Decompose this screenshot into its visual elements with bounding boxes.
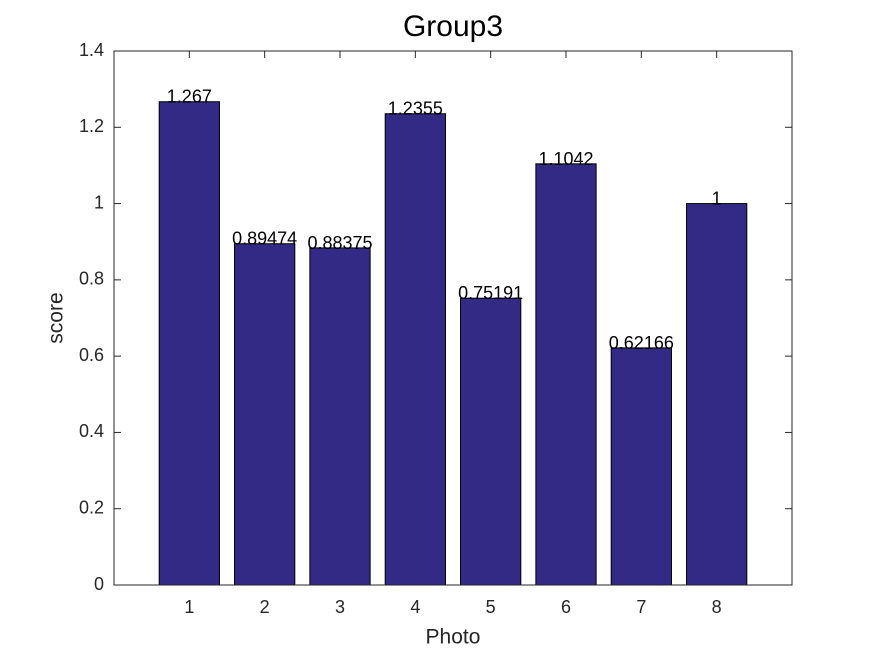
- x-tick-label: 1: [184, 597, 194, 617]
- x-tick-label: 6: [561, 597, 571, 617]
- data-label: 1.2355: [388, 99, 443, 119]
- y-tick-label: 1.2: [79, 116, 104, 136]
- bar: [686, 203, 748, 586]
- x-tick-label: 4: [410, 597, 420, 617]
- y-axis-label: score: [45, 292, 68, 343]
- y-tick-label: 0.6: [79, 345, 104, 365]
- y-tick-label: 1.4: [79, 40, 104, 60]
- bar: [234, 243, 296, 586]
- chart-title: Group3: [403, 10, 503, 43]
- y-tick-label: 0.4: [79, 421, 104, 441]
- data-label: 1.1042: [538, 149, 593, 169]
- x-tick-label: 3: [335, 597, 345, 617]
- data-label: 0.89474: [232, 229, 297, 249]
- y-tick-label: 0.2: [79, 497, 104, 517]
- data-label: 1.267: [167, 87, 212, 107]
- x-tick-label: 5: [486, 597, 496, 617]
- x-tick-label: 2: [260, 597, 270, 617]
- bar: [610, 347, 672, 586]
- y-tick-label: 0: [94, 574, 104, 594]
- y-tick-label: 0.8: [79, 269, 104, 289]
- y-tick-label: 1: [94, 192, 104, 212]
- data-label: 1: [712, 189, 722, 209]
- x-tick-label: 8: [712, 597, 722, 617]
- bar: [535, 163, 597, 586]
- bar: [384, 113, 446, 586]
- x-tick-label: 7: [636, 597, 646, 617]
- bar: [158, 101, 220, 586]
- data-label: 0.75191: [458, 283, 523, 303]
- data-label: 0.62166: [609, 333, 674, 353]
- bar: [309, 247, 371, 586]
- plot-frame: [113, 50, 793, 586]
- x-axis-label: Photo: [426, 626, 481, 649]
- data-label: 0.88375: [307, 233, 372, 253]
- bar: [460, 297, 522, 586]
